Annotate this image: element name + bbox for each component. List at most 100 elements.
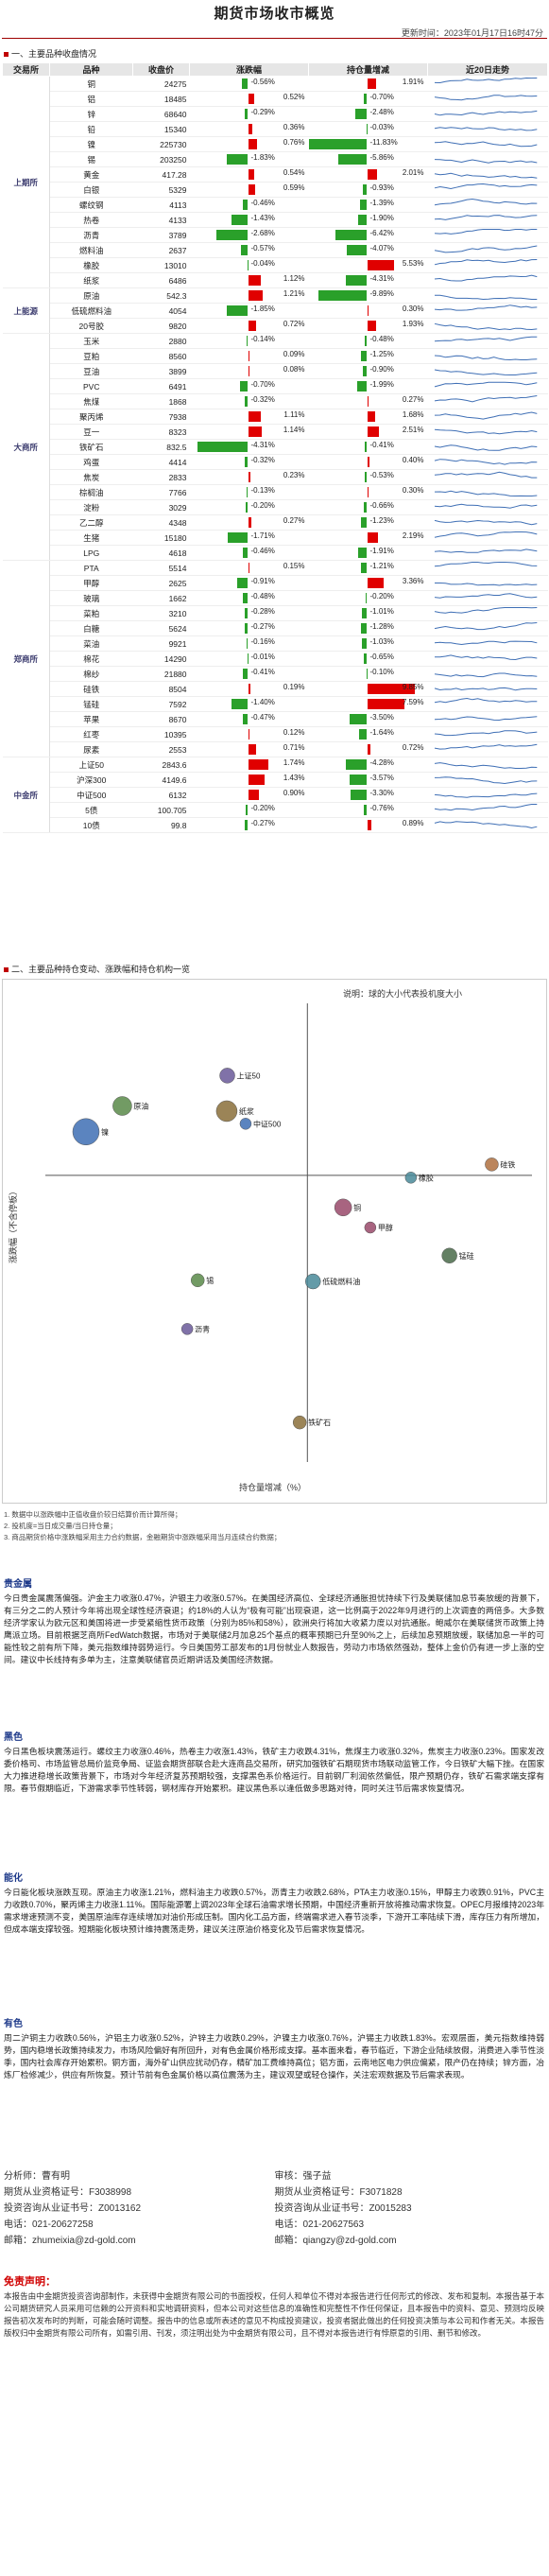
table-row: 燃料油 2637 -0.57% -4.07% [3, 242, 548, 258]
variety-cell: LPG [49, 545, 133, 561]
close-price-cell: 24275 [132, 76, 190, 92]
bubble [180, 1323, 194, 1335]
oi-change-bar [364, 472, 368, 482]
sparkline-line [434, 411, 537, 420]
oi-change-value: -3.50% [369, 713, 394, 722]
change-cell: 0.27% [189, 514, 309, 531]
change-value: -0.57% [250, 244, 275, 252]
oi-change-value: -1.23% [369, 516, 394, 525]
change-bar [226, 154, 249, 165]
trend-sparkline [427, 772, 548, 788]
close-price-cell: 4133 [132, 212, 190, 228]
sparkline-line [434, 672, 537, 678]
sparkline-svg [434, 183, 537, 190]
change-value: 0.54% [283, 168, 305, 177]
table-row: 螺纹钢 4113 -0.46% -1.39% [3, 197, 548, 213]
oi-change-value: -1.25% [369, 350, 394, 358]
col-oi-change: 持仓量增减 [308, 62, 428, 77]
change-bar [248, 684, 250, 694]
change-value: 1.11% [283, 410, 305, 419]
change-value: -0.29% [250, 108, 275, 116]
oi-change-bar [338, 154, 368, 165]
close-price-cell: 14290 [132, 651, 190, 667]
exchange-cell: 郑商所 [2, 560, 50, 757]
variety-cell: 燃料油 [49, 242, 133, 258]
variety-cell: 铅 [49, 121, 133, 137]
oi-change-cell: 0.30% [308, 484, 428, 500]
change-cell: -0.01% [189, 651, 309, 667]
oi-change-bar [347, 245, 368, 255]
sparkline-svg [434, 730, 537, 737]
table-row: 菜油 9921 -0.16% -1.03% [3, 635, 548, 652]
bubble [364, 1221, 377, 1234]
oi-change-value: -1.99% [369, 380, 394, 389]
oi-change-bar [367, 260, 395, 270]
sparkline-line [434, 336, 537, 342]
oi-change-value: -0.66% [369, 501, 394, 510]
oi-change-bar [367, 305, 369, 316]
change-bar [244, 457, 249, 467]
section-2-heading: 二、主要品种持仓变动、涨跌幅和持仓机构一览 [4, 963, 190, 975]
sparkline-svg [434, 336, 537, 342]
commentary-text-energy: 今日能化板块涨跌互现。原油主力收涨1.21%，燃料油主力收跌0.57%，沥青主力… [4, 1888, 544, 1934]
change-value: -0.27% [250, 819, 275, 827]
change-cell: -0.47% [189, 711, 309, 727]
sparkline-svg [434, 672, 537, 678]
oi-change-cell: -9.89% [308, 287, 428, 304]
close-price-cell: 8504 [132, 681, 190, 697]
oi-change-cell: -5.86% [308, 151, 428, 167]
bubble [334, 1198, 352, 1217]
trend-sparkline [427, 817, 548, 833]
oi-change-value: -3.30% [369, 789, 394, 797]
change-value: 1.14% [283, 426, 305, 434]
sparkline-svg [434, 110, 537, 116]
change-cell: -1.43% [189, 212, 309, 228]
close-price-cell: 8323 [132, 424, 190, 440]
oi-change-cell: -1.01% [308, 605, 428, 621]
sparkline-svg [434, 593, 537, 599]
variety-cell: 铜 [49, 76, 133, 92]
change-bar [243, 669, 249, 679]
change-cell: 0.09% [189, 348, 309, 364]
sparkline-line [434, 355, 537, 361]
oi-change-value: 3.36% [402, 577, 424, 585]
analyst-email[interactable]: 邮箱：zhumeixia@zd-gold.com [4, 2236, 136, 2246]
table-row: 低硫燃料油 4054 -1.85% 0.30% [3, 303, 548, 319]
oi-change-cell: -0.66% [308, 499, 428, 515]
trend-sparkline [427, 681, 548, 697]
oi-change-cell: 0.89% [308, 817, 428, 833]
section-1-title: 一、主要品种收盘情况 [11, 49, 97, 59]
bubble-label: 低硫燃料油 [322, 1277, 360, 1286]
close-price-cell: 4348 [132, 514, 190, 531]
sparkline-line [434, 459, 537, 465]
oi-change-value: -9.89% [369, 289, 394, 298]
variety-cell: 锡 [49, 151, 133, 167]
change-cell: -0.20% [189, 499, 309, 515]
change-bar [248, 472, 251, 482]
table-row: 铝 18485 0.52% -0.70% [3, 91, 548, 107]
change-cell: 0.08% [189, 363, 309, 379]
oi-change-bar [362, 184, 368, 195]
change-bar [248, 290, 263, 301]
trend-sparkline [427, 575, 548, 591]
change-value: -0.46% [250, 199, 275, 207]
trend-sparkline [427, 318, 548, 334]
col-variety: 品种 [49, 62, 133, 77]
change-value: -2.68% [250, 229, 275, 237]
close-price-cell: 2880 [132, 333, 190, 349]
commentary-title-energy: 能化 [4, 1873, 23, 1884]
variety-cell: 菜油 [49, 635, 133, 652]
oi-change-value: -1.28% [369, 622, 394, 631]
reviewer-email[interactable]: 邮箱：qiangzy@zd-gold.com [274, 2236, 397, 2246]
change-bar [248, 759, 269, 770]
oi-change-cell: 0.72% [308, 741, 428, 757]
sparkline-svg [434, 519, 537, 526]
change-value: -0.56% [250, 78, 275, 86]
oi-change-bar [367, 699, 404, 709]
change-bar [231, 215, 249, 225]
bubble-label: 中证500 [253, 1119, 282, 1128]
variety-cell: 生猪 [49, 530, 133, 546]
change-value: 1.43% [283, 774, 305, 782]
table-row: PVC 6491 -0.70% -1.99% [3, 378, 548, 394]
table-row: 20号胶 9820 0.72% 1.93% [3, 318, 548, 334]
